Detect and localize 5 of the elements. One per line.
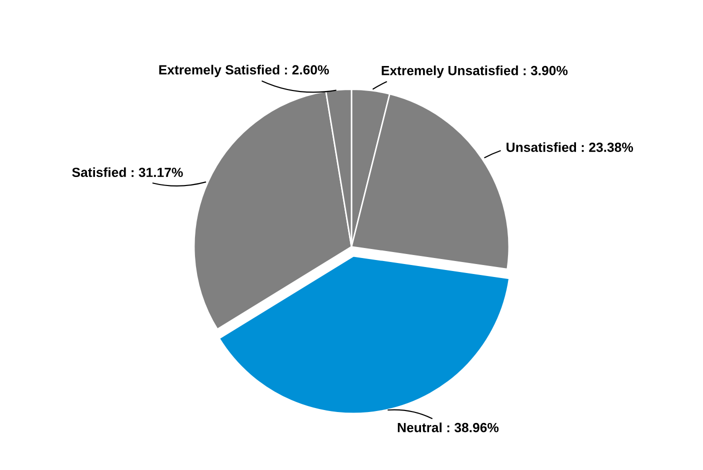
slice-label: Extremely Satisfied : 2.60% [159, 64, 329, 78]
slice-label: Satisfied : 31.17% [72, 167, 183, 178]
slice-label: Unsatisfied : 23.38% [506, 142, 634, 152]
slice-label: Extremely Unsatisfied : 3.90% [382, 66, 568, 78]
slice-label: Neutral : 38.96% [398, 422, 499, 432]
